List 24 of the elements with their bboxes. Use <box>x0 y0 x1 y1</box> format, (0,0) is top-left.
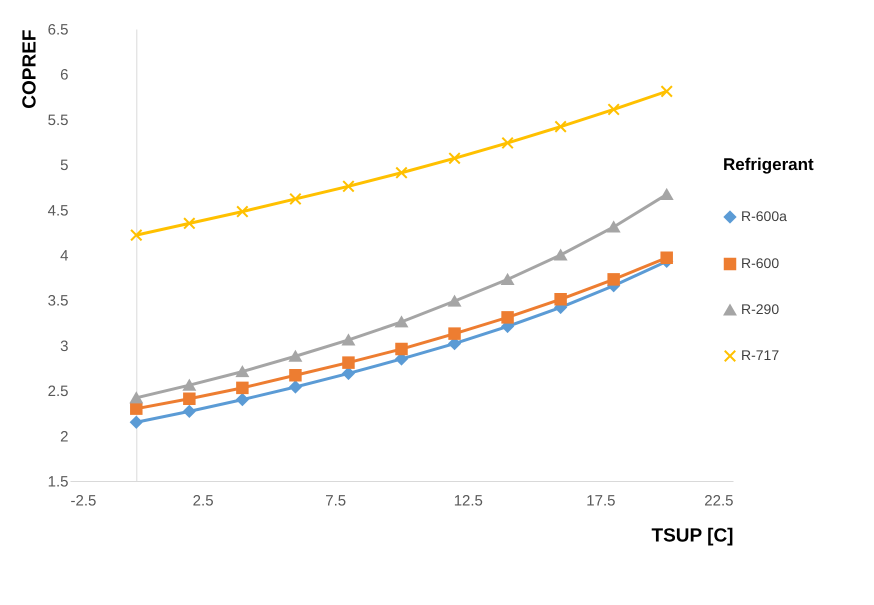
x-tick-label: 22.5 <box>704 492 734 510</box>
legend-label: R-600 <box>741 255 780 271</box>
y-tick-label: 2 <box>60 428 68 446</box>
legend-title: Refrigerant <box>723 155 814 174</box>
x-axis-title: TSUP [C] <box>652 526 734 546</box>
y-tick-label: 4.5 <box>48 202 68 220</box>
y-tick-label: 3.5 <box>48 292 68 310</box>
y-tick-label: 4 <box>60 248 68 264</box>
y-tick-label: 6.5 <box>48 22 68 38</box>
y-tick-label: 1.5 <box>48 474 68 490</box>
legend-label: R-717 <box>741 347 780 363</box>
x-tick-label: 2.5 <box>192 492 214 510</box>
x-tick-label: 17.5 <box>586 492 616 510</box>
x-tick-label: 12.5 <box>454 492 483 510</box>
legend-label: R-600a <box>741 208 788 224</box>
legend-label: R-290 <box>741 301 780 317</box>
y-tick-label: 5 <box>60 157 68 174</box>
y-tick-label: 3 <box>60 338 68 355</box>
x-tick-label: -2.5 <box>70 492 96 510</box>
y-axis-title: COPREF <box>20 30 41 109</box>
y-tick-label: 2.5 <box>48 383 68 400</box>
y-tick-label: 6 <box>60 66 68 84</box>
y-tick-label: 5.5 <box>48 112 68 129</box>
x-tick-label: 7.5 <box>325 492 346 510</box>
